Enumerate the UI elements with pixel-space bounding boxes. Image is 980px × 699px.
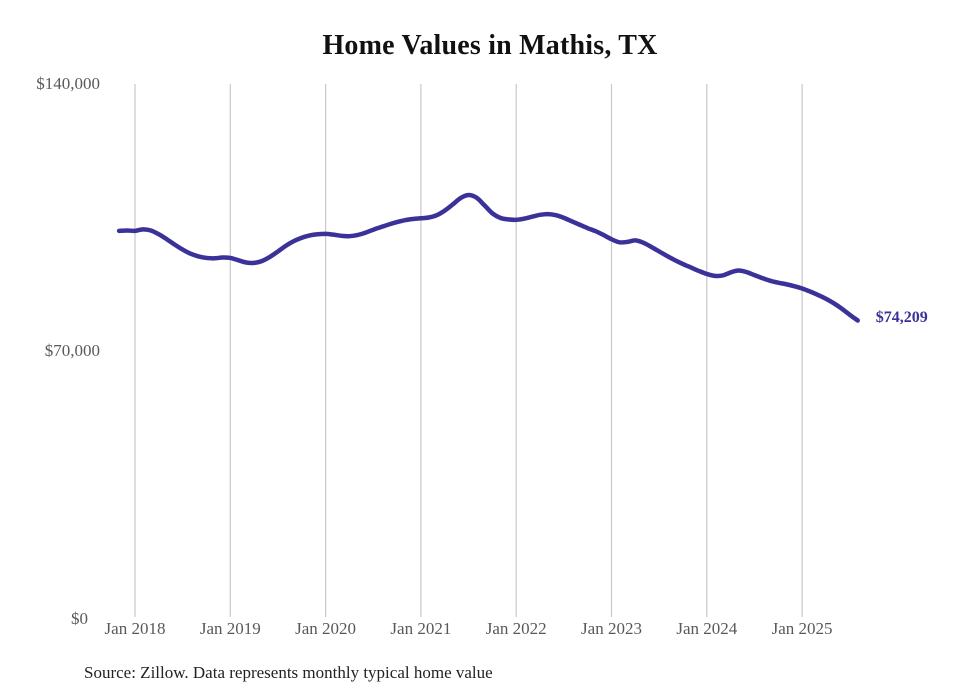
y-axis-tick-label-zero: $0 — [71, 609, 88, 628]
x-axis-tick-label: Jan 2023 — [581, 619, 642, 638]
source-note: Source: Zillow. Data represents monthly … — [84, 663, 493, 682]
chart-title: Home Values in Mathis, TX — [322, 30, 658, 61]
x-axis-tick-label: Jan 2021 — [390, 619, 452, 638]
data-line-series — [116, 192, 860, 323]
y-axis-tick-label-mid: $70,000 — [44, 341, 100, 360]
x-axis-tick-label: Jan 2024 — [676, 619, 738, 638]
end-value-annotation: $74,209 — [875, 309, 928, 327]
x-axis-tick-label: Jan 2022 — [485, 619, 547, 638]
x-axis-tick-label: Jan 2020 — [295, 619, 357, 638]
x-axis-tick-label: Jan 2025 — [771, 619, 833, 638]
gridlines — [134, 84, 803, 617]
x-axis-tick-label: Jan 2018 — [104, 619, 166, 638]
x-axis-tick-label: Jan 2019 — [199, 619, 261, 638]
y-axis-tick-label-top: $140,000 — [36, 74, 100, 93]
